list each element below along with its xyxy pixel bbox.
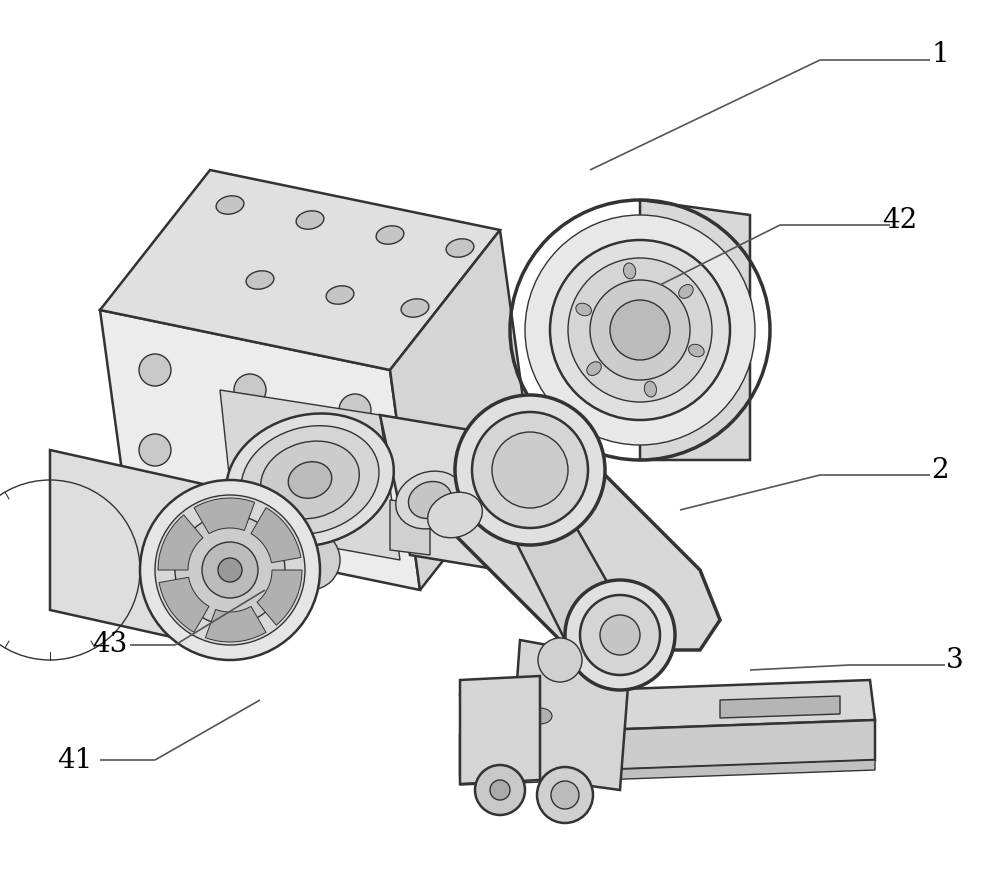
Ellipse shape — [537, 767, 593, 823]
Ellipse shape — [568, 258, 712, 402]
Polygon shape — [194, 498, 255, 534]
Ellipse shape — [155, 495, 305, 645]
Ellipse shape — [139, 434, 171, 466]
Ellipse shape — [401, 299, 429, 318]
Polygon shape — [450, 430, 720, 650]
Ellipse shape — [455, 395, 605, 545]
Ellipse shape — [528, 708, 552, 724]
Polygon shape — [460, 720, 875, 775]
Ellipse shape — [472, 412, 588, 528]
Ellipse shape — [139, 354, 171, 386]
Ellipse shape — [492, 432, 568, 508]
Polygon shape — [380, 415, 560, 580]
Ellipse shape — [428, 492, 482, 538]
Text: 1: 1 — [931, 41, 949, 69]
Ellipse shape — [223, 501, 237, 515]
Ellipse shape — [475, 765, 525, 815]
Ellipse shape — [175, 515, 285, 625]
Ellipse shape — [223, 625, 237, 639]
Ellipse shape — [218, 558, 242, 582]
Ellipse shape — [339, 394, 371, 426]
Ellipse shape — [587, 362, 601, 376]
Ellipse shape — [396, 471, 464, 529]
Ellipse shape — [234, 374, 266, 406]
Ellipse shape — [525, 215, 755, 445]
Ellipse shape — [679, 285, 693, 298]
Ellipse shape — [339, 474, 371, 506]
Ellipse shape — [261, 441, 359, 519]
Ellipse shape — [600, 615, 640, 655]
Ellipse shape — [140, 480, 320, 660]
Ellipse shape — [446, 239, 474, 258]
Polygon shape — [251, 508, 301, 563]
Ellipse shape — [216, 196, 244, 214]
Ellipse shape — [169, 532, 183, 546]
Polygon shape — [390, 500, 430, 555]
Polygon shape — [640, 200, 750, 460]
Text: 3: 3 — [946, 647, 964, 674]
Ellipse shape — [580, 595, 660, 675]
Polygon shape — [50, 450, 230, 650]
Ellipse shape — [490, 780, 510, 800]
Polygon shape — [257, 570, 302, 625]
Ellipse shape — [326, 286, 354, 304]
Polygon shape — [510, 640, 630, 790]
Polygon shape — [205, 606, 266, 642]
Ellipse shape — [246, 271, 274, 289]
Ellipse shape — [590, 280, 690, 380]
Ellipse shape — [277, 594, 291, 608]
Ellipse shape — [610, 300, 670, 360]
Polygon shape — [460, 676, 540, 784]
Ellipse shape — [169, 594, 183, 608]
Polygon shape — [100, 170, 500, 370]
Text: 42: 42 — [882, 206, 918, 234]
Ellipse shape — [644, 381, 656, 397]
Polygon shape — [159, 578, 209, 632]
Text: 2: 2 — [931, 457, 949, 483]
Ellipse shape — [551, 781, 579, 809]
Ellipse shape — [277, 532, 291, 546]
Ellipse shape — [408, 482, 452, 519]
Text: 41: 41 — [57, 746, 93, 774]
Polygon shape — [100, 310, 420, 590]
Polygon shape — [220, 390, 400, 560]
Ellipse shape — [689, 344, 704, 357]
Ellipse shape — [376, 226, 404, 244]
Ellipse shape — [241, 426, 379, 534]
Polygon shape — [460, 680, 875, 735]
Ellipse shape — [202, 542, 258, 598]
Polygon shape — [720, 696, 840, 718]
Polygon shape — [390, 230, 530, 590]
Ellipse shape — [280, 530, 340, 590]
Ellipse shape — [565, 580, 675, 690]
Text: 43: 43 — [92, 632, 128, 659]
Ellipse shape — [296, 211, 324, 229]
Ellipse shape — [550, 240, 730, 420]
Polygon shape — [490, 490, 640, 660]
Ellipse shape — [576, 303, 591, 316]
Ellipse shape — [234, 459, 266, 491]
Polygon shape — [158, 515, 203, 570]
Ellipse shape — [139, 494, 171, 526]
Ellipse shape — [624, 263, 636, 279]
Ellipse shape — [226, 414, 394, 547]
Polygon shape — [460, 760, 875, 785]
Ellipse shape — [288, 461, 332, 498]
Ellipse shape — [538, 638, 582, 682]
Ellipse shape — [478, 710, 502, 726]
